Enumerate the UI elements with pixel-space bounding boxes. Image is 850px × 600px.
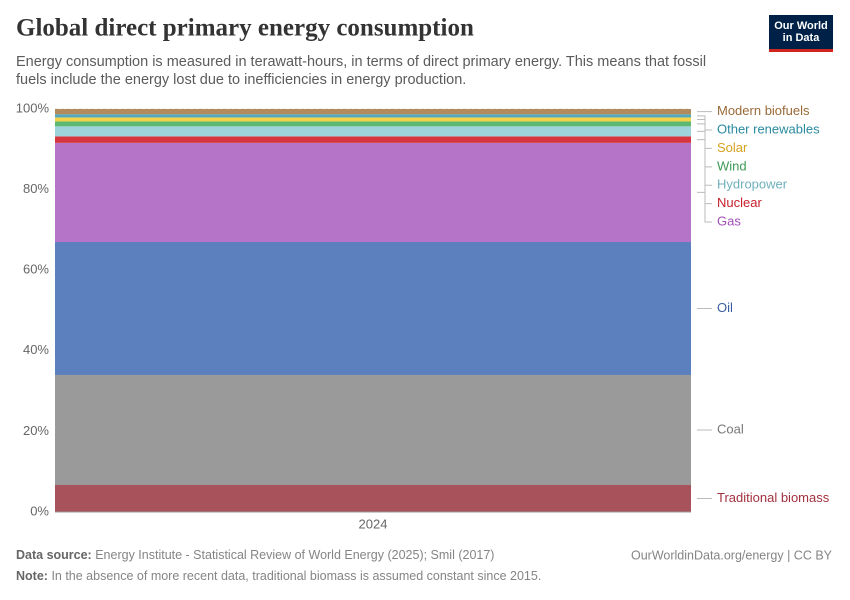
source: Data source: Energy Institute - Statisti… xyxy=(16,548,494,562)
legend-label: Oil xyxy=(717,300,733,315)
bar-segment xyxy=(55,114,691,118)
logo-stripe xyxy=(769,49,833,52)
url: OurWorldinData.org/energy | CC BY xyxy=(631,548,833,562)
subtitle: fuels include the energy lost due to ine… xyxy=(16,72,466,88)
y-tick-label: 20% xyxy=(23,423,49,438)
y-tick-label: 40% xyxy=(23,342,49,357)
note: Note: In the absence of more recent data… xyxy=(16,569,541,583)
legend-label: Traditional biomass xyxy=(717,490,830,505)
bar-segment xyxy=(55,374,691,485)
logo[interactable] xyxy=(769,15,833,52)
source-text: Energy Institute - Statistical Review of… xyxy=(95,548,494,562)
bar-segment xyxy=(55,126,691,137)
legend-connector xyxy=(697,118,712,149)
logo-text: Our World in Data xyxy=(774,20,828,44)
plot: 0% 20% 40% 60% 80% 100% 2024 Traditional biomas… xyxy=(16,100,830,531)
note-text: In the absence of more recent data, trad… xyxy=(51,569,541,583)
bar-segment xyxy=(55,121,691,127)
legend-label: Other renewables xyxy=(717,121,820,136)
legend-connector xyxy=(697,191,712,223)
legend-label: Hydropower xyxy=(717,177,788,192)
bar-segment xyxy=(55,117,691,122)
bar-segment xyxy=(55,109,691,115)
chart-title: Global direct primary energy consumption xyxy=(16,15,474,42)
bar-segment xyxy=(55,136,691,143)
legend-label: Coal xyxy=(717,421,744,436)
logo-box: Our World in Data xyxy=(774,20,828,44)
y-tick-label: 80% xyxy=(23,181,49,196)
source-label: Data source: xyxy=(16,548,92,562)
x-tick-label: 2024 xyxy=(359,516,388,531)
bar-segment xyxy=(55,241,691,375)
y-tick-label: 100% xyxy=(16,100,50,115)
bar-segment xyxy=(55,142,691,242)
legend-label: Nuclear xyxy=(717,195,762,210)
subtitle: Energy consumption is measured in terawa… xyxy=(16,54,706,70)
note-label: Note: xyxy=(16,569,48,583)
legend-label: Wind xyxy=(717,158,747,173)
legend-label: Solar xyxy=(717,140,748,155)
legend-connector xyxy=(697,115,712,131)
y-tick-label: 60% xyxy=(23,262,49,277)
legend-label: Gas xyxy=(717,213,741,228)
bar-segment xyxy=(55,484,691,512)
legend-label: Modern biofuels xyxy=(717,103,810,118)
y-tick-label: 0% xyxy=(30,503,49,518)
